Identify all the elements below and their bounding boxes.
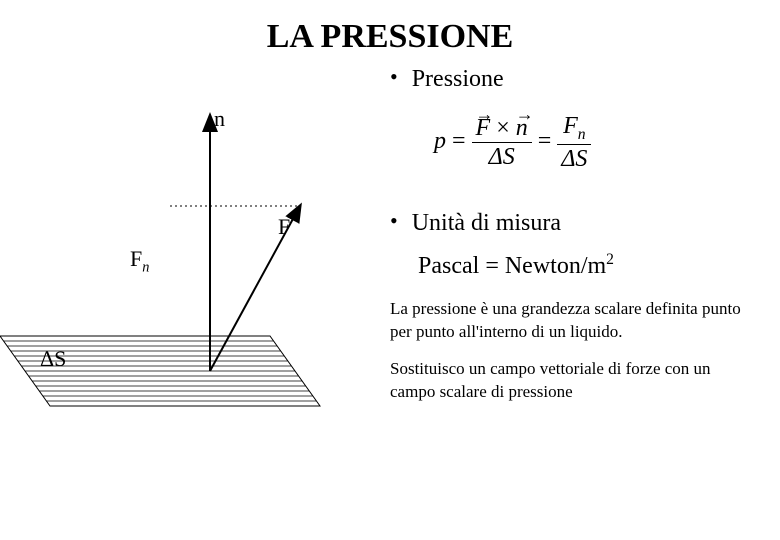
label-n: n — [214, 106, 225, 132]
text-column: • Pressione p = →F × →n ΔS = — [390, 56, 780, 526]
formula-frac2: Fn ΔS — [557, 113, 591, 172]
bullet-unita-text: Unità di misura — [412, 210, 561, 237]
page-title: LA PRESSIONE — [0, 0, 780, 56]
paragraph-1: La pressione è una grandezza scalare def… — [390, 298, 750, 344]
diagram-svg — [0, 56, 390, 526]
bullet-dot-icon: • — [390, 66, 398, 88]
bullet-unita-sub: Pascal = Newton/m2 — [418, 251, 750, 280]
label-fn: Fn — [130, 246, 149, 276]
bullet-dot-icon: • — [390, 210, 398, 232]
formula-lhs: p — [434, 128, 446, 154]
content-row: n F Fn ΔS • Pressione p = →F × →n — [0, 56, 780, 526]
bullet-pressione-text: Pressione — [412, 66, 504, 93]
paragraph-2: Sostituisco un campo vettoriale di forze… — [390, 358, 750, 404]
bullet-unita: • Unità di misura — [390, 210, 750, 237]
formula-block: p = →F × →n ΔS = Fn ΔS — [434, 113, 750, 172]
diagram-area: n F Fn ΔS — [0, 56, 390, 526]
label-f: F — [278, 214, 290, 240]
label-delta-s: ΔS — [40, 346, 66, 372]
bullet-pressione: • Pressione — [390, 66, 750, 93]
formula-frac1: →F × →n ΔS — [472, 115, 532, 171]
